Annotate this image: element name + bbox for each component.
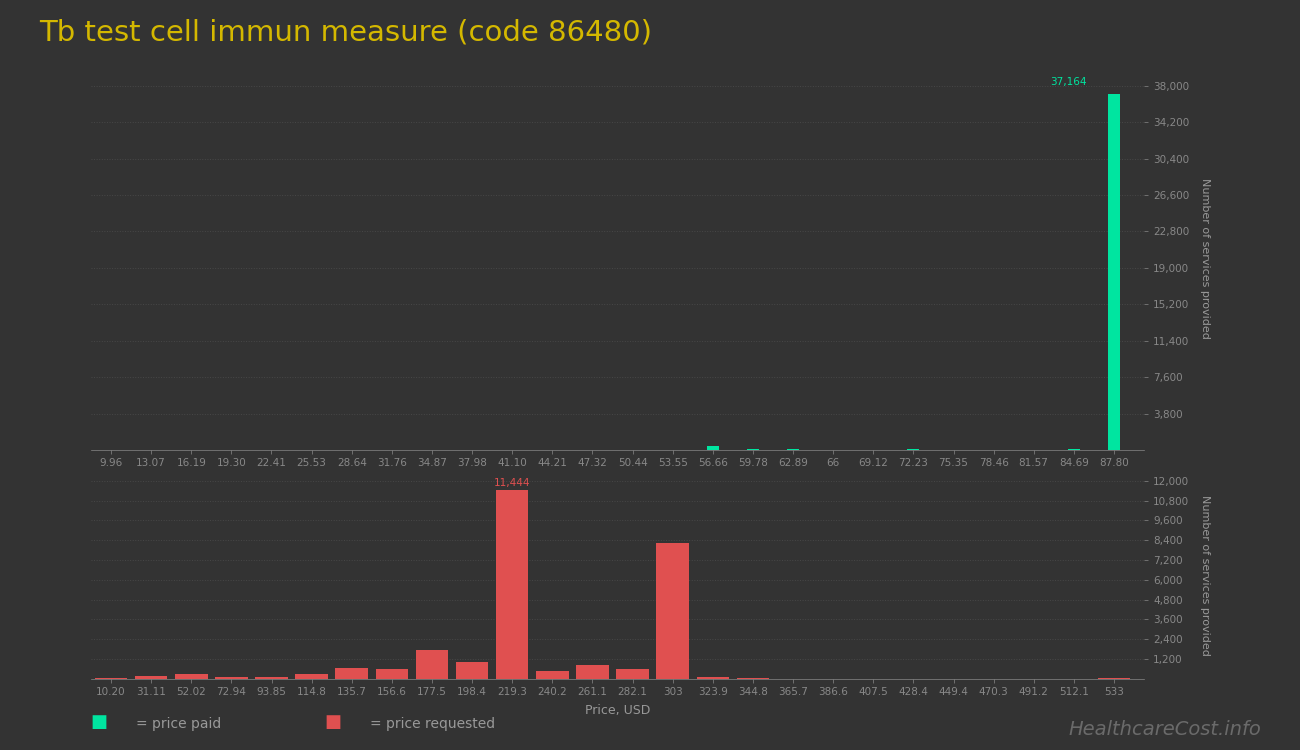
Y-axis label: Number of services provided: Number of services provided [1200, 178, 1210, 339]
Bar [176, 674, 208, 679]
Bar [616, 669, 649, 679]
Bar [335, 668, 368, 679]
Bar [376, 669, 408, 679]
Text: HealthcareCost.info: HealthcareCost.info [1069, 720, 1261, 739]
Text: ■: ■ [325, 713, 348, 731]
Text: Tb test cell immun measure (code 86480): Tb test cell immun measure (code 86480) [39, 19, 653, 46]
Bar [295, 674, 328, 679]
Bar [576, 664, 608, 679]
Bar [255, 676, 287, 679]
Bar [495, 490, 529, 679]
Y-axis label: Number of services provided: Number of services provided [1200, 495, 1210, 656]
Text: 11,444: 11,444 [494, 478, 530, 488]
Bar [697, 677, 729, 679]
Bar [786, 449, 800, 450]
Bar [1108, 94, 1121, 450]
Text: = price requested: = price requested [370, 717, 495, 731]
Bar [707, 446, 719, 450]
Bar [656, 544, 689, 679]
Bar [456, 662, 489, 679]
X-axis label: Price, USD: Price, USD [585, 476, 650, 488]
Bar [135, 676, 168, 679]
Bar [1067, 448, 1080, 450]
Text: ■: ■ [91, 713, 114, 731]
Bar [416, 650, 448, 679]
Text: 37,164: 37,164 [1050, 77, 1087, 87]
X-axis label: Price, USD: Price, USD [585, 704, 650, 717]
Bar [536, 670, 568, 679]
Text: = price paid: = price paid [136, 717, 222, 731]
Bar [214, 677, 248, 679]
